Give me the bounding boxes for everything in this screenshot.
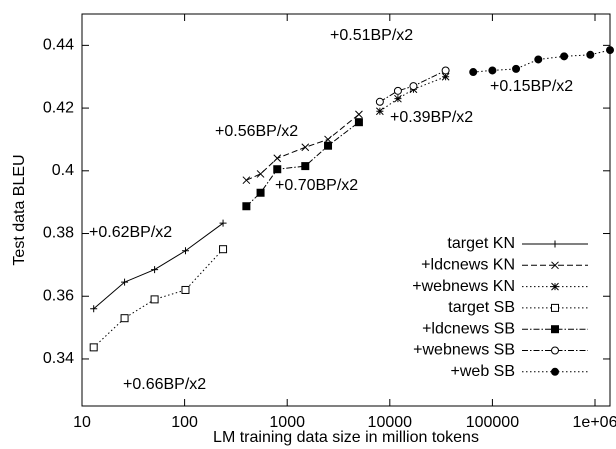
marker [488,66,497,75]
marker [534,55,543,64]
annotation: +0.39BP/x2 [390,109,473,126]
marker [376,107,384,116]
marker [150,295,159,304]
legend-label: +ldcnews SB [422,320,515,337]
marker [469,68,478,77]
marker [375,97,384,106]
marker [324,141,333,150]
legend-marker [551,303,559,312]
marker [586,50,595,59]
marker [242,202,251,211]
y-axis-label: Test data BLEU [11,154,28,265]
legend-marker [551,367,559,376]
series-line [379,76,446,112]
x-axis-label: LM training data size in million tokens [213,429,479,446]
marker [151,266,159,274]
marker [606,46,614,55]
y-tick-label: 0.36 [43,287,74,304]
marker [560,52,569,61]
annotation: +0.51BP/x2 [330,27,413,44]
marker [393,86,402,95]
marker [354,118,363,127]
legend-marker [551,346,559,355]
marker [394,94,402,103]
marker [121,278,129,286]
series-line [93,248,224,348]
x-tick-label: 100000 [466,414,519,431]
x-tick-label: 10 [73,414,91,431]
legend-marker [551,240,559,248]
annotation: +0.70BP/x2 [275,177,358,194]
legend-marker [551,325,559,334]
marker [181,247,189,255]
marker [441,66,450,75]
marker [242,176,251,185]
legend-label: target SB [448,299,515,316]
annotation: +0.15BP/x2 [490,78,573,95]
marker [512,64,521,73]
legend-label: +web SB [451,363,515,380]
y-tick-label: 0.34 [43,350,74,367]
marker [256,188,265,197]
annotation: +0.56BP/x2 [215,123,298,140]
marker [273,165,282,174]
marker [256,170,265,178]
legend-label: +webnews KN [412,278,515,295]
y-tick-label: 0.4 [52,162,74,179]
legend-marker [551,282,559,291]
legend-marker [551,261,559,270]
legend-label: target KN [447,235,515,252]
marker [301,143,310,152]
marker [273,154,282,163]
series-line [379,69,446,103]
annotation: +0.66BP/x2 [123,376,206,393]
x-tick-label: 100 [171,414,198,431]
y-tick-label: 0.44 [43,37,74,54]
marker [441,72,450,81]
legend-label: +ldcnews KN [421,257,515,274]
marker [89,343,98,352]
y-tick-label: 0.42 [43,99,74,116]
x-tick-label: 1000 [269,414,305,431]
marker [355,110,363,119]
x-tick-label: 10000 [368,414,413,431]
marker [120,314,129,323]
series-line [246,113,360,181]
annotation: +0.62BP/x2 [89,224,172,241]
marker [181,285,190,294]
marker [90,305,98,313]
legend-label: +webnews SB [413,342,515,359]
marker [409,82,418,91]
x-tick-label: 1e+06 [573,414,616,431]
marker [301,162,310,171]
marker [219,219,227,227]
y-tick-label: 0.38 [43,225,74,242]
marker [219,245,228,254]
plot-frame [81,13,611,407]
